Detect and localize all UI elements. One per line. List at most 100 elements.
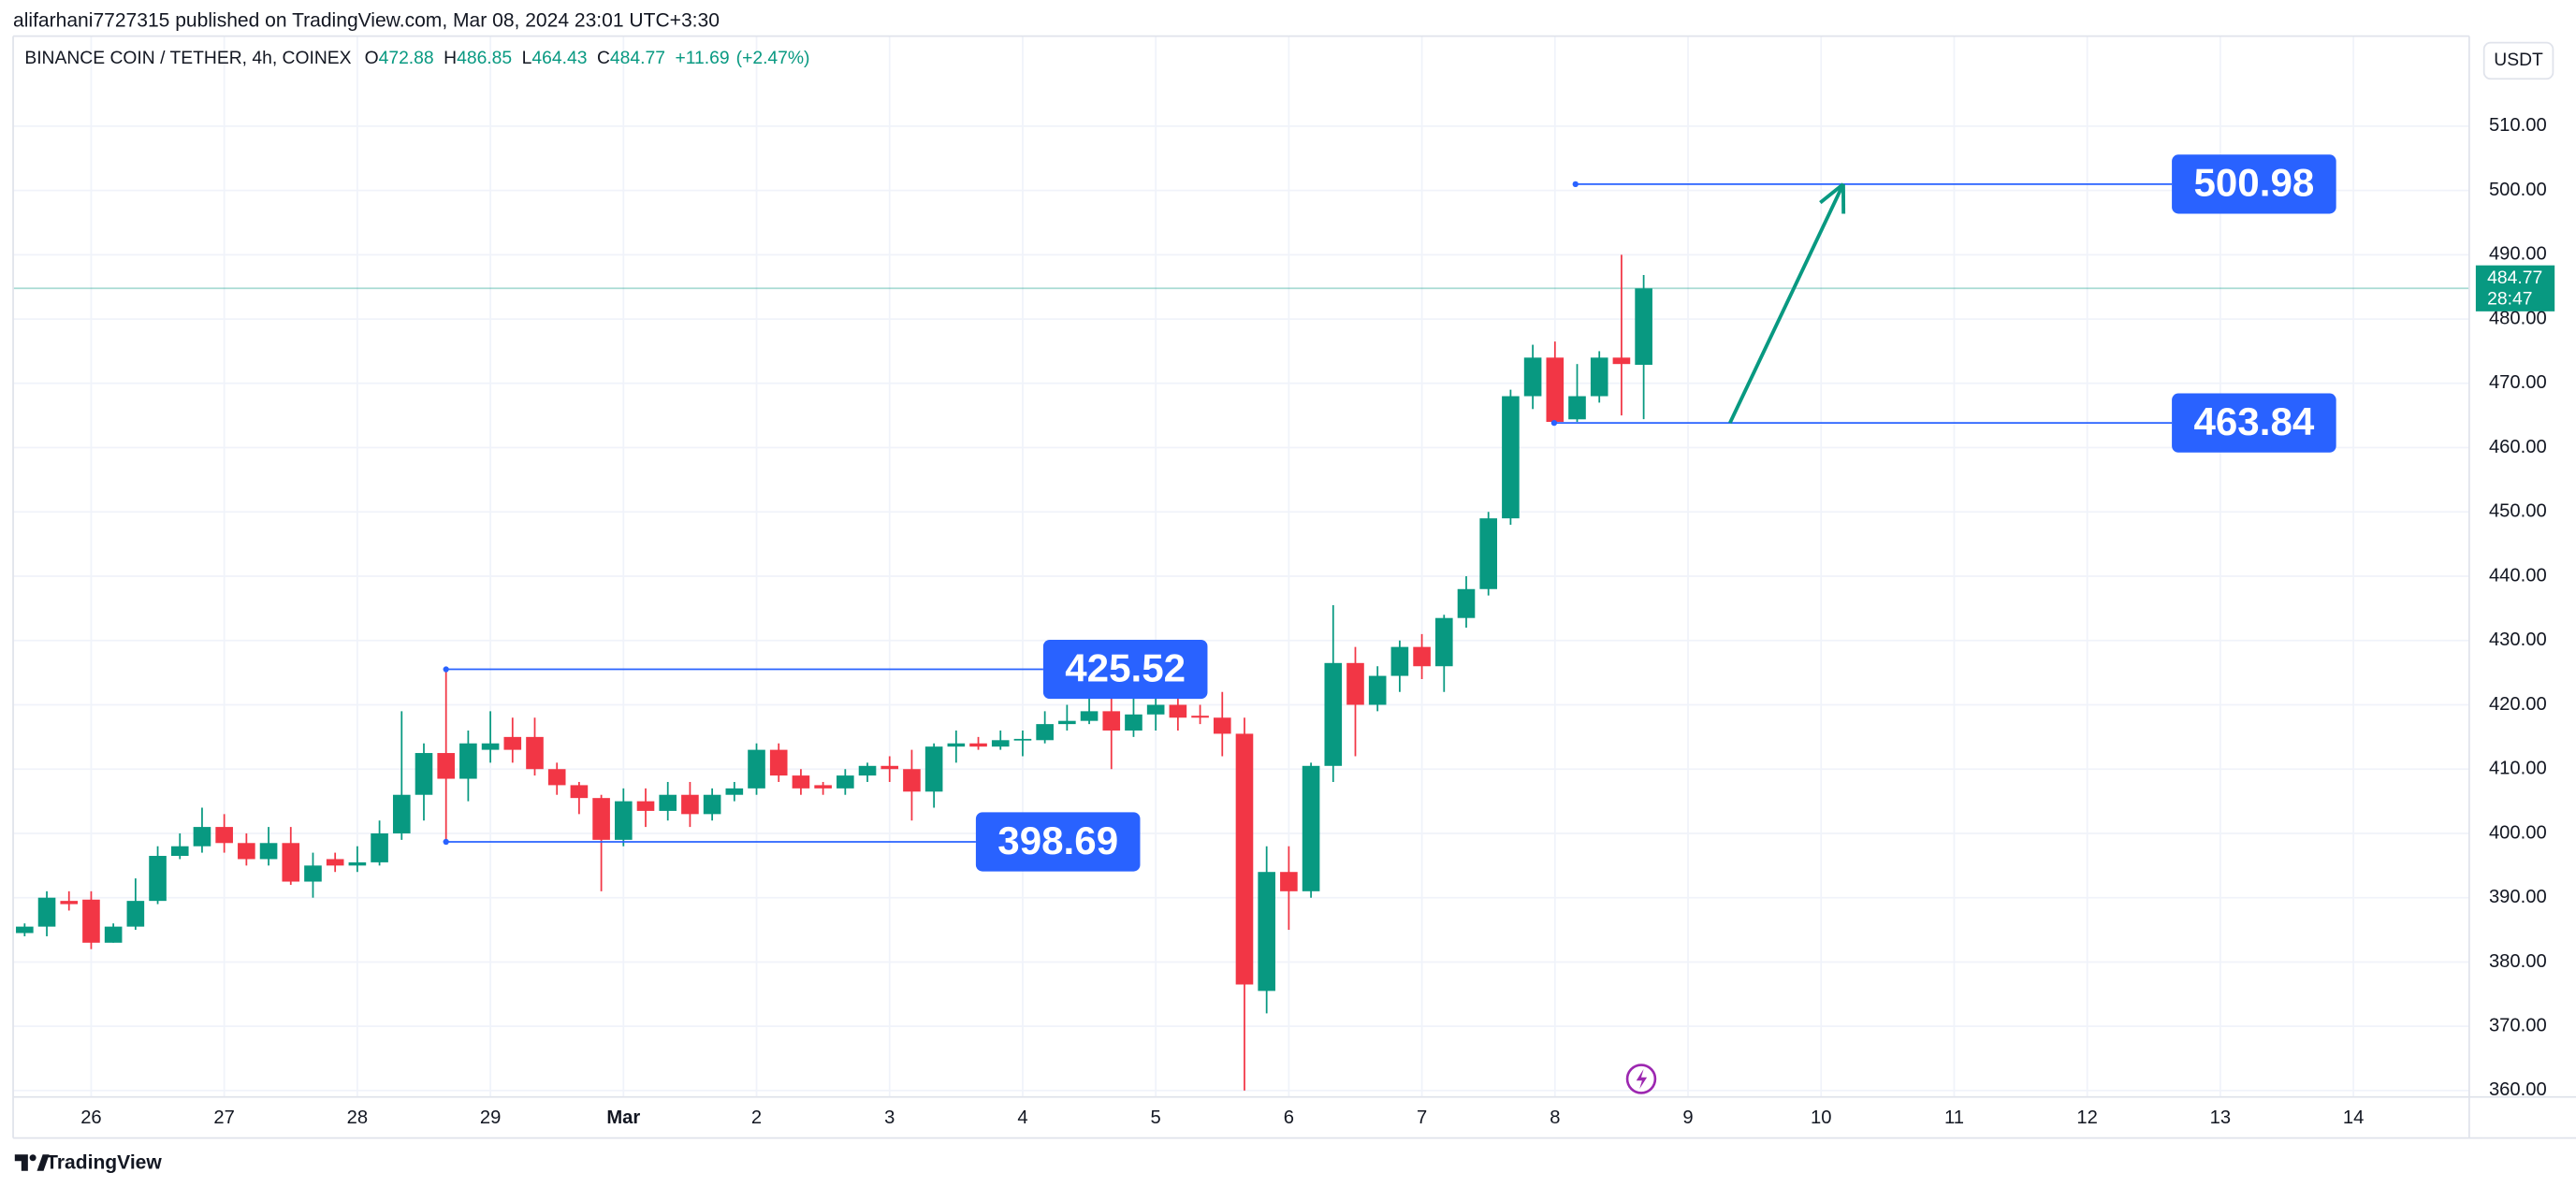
ohlc-label: L xyxy=(522,49,532,68)
candle-body xyxy=(193,827,211,847)
candle-body xyxy=(371,832,388,862)
candle-body xyxy=(1102,711,1121,731)
candle-body xyxy=(725,788,744,795)
candle-body xyxy=(1213,717,1231,734)
level-anchor xyxy=(1572,181,1579,188)
y-tick-label: 490.00 xyxy=(2489,244,2547,265)
brand-logo xyxy=(14,1154,50,1171)
candle-body xyxy=(592,798,610,840)
candle-body xyxy=(636,801,655,811)
candle-body xyxy=(969,743,987,747)
candle-body xyxy=(415,753,433,795)
candle-body xyxy=(1612,357,1631,365)
y-tick-label: 460.00 xyxy=(2489,437,2547,457)
level-anchor xyxy=(443,838,449,846)
candle-body xyxy=(16,926,34,934)
candle-body xyxy=(792,775,810,789)
level-box xyxy=(1042,639,1208,700)
y-tick-label: 510.00 xyxy=(2489,115,2547,136)
candle-body xyxy=(1546,357,1565,423)
candle-body xyxy=(37,897,56,927)
candle-body xyxy=(681,794,699,815)
candle-body xyxy=(1080,711,1099,721)
candle-body xyxy=(126,901,145,927)
y-tick-label: 400.00 xyxy=(2489,822,2547,843)
ohlc-value: 472.88 xyxy=(379,49,434,68)
y-tick-label: 360.00 xyxy=(2489,1079,2547,1100)
candle-body xyxy=(1258,872,1275,992)
y-tick-label: 410.00 xyxy=(2489,759,2547,779)
candle-body xyxy=(1058,720,1076,725)
candle-body xyxy=(769,749,788,776)
candle-body xyxy=(348,861,367,866)
candle-body xyxy=(238,843,255,860)
candle-body xyxy=(215,827,233,844)
x-tick-label: 3 xyxy=(884,1107,895,1128)
candle-body xyxy=(481,743,500,750)
y-tick-label: 450.00 xyxy=(2489,501,2547,522)
candle-body xyxy=(326,859,344,866)
x-tick-label: 8 xyxy=(1550,1107,1560,1128)
candle-body xyxy=(748,749,765,789)
countdown: 28:47 xyxy=(2487,290,2532,310)
candle-body xyxy=(1280,872,1298,891)
level-anchor xyxy=(443,666,449,673)
candle-body xyxy=(547,769,566,786)
candle-body xyxy=(82,899,100,943)
y-tick-label: 430.00 xyxy=(2489,630,2547,650)
candle-body xyxy=(459,743,477,779)
y-tick-label: 390.00 xyxy=(2489,887,2547,907)
candle-body xyxy=(570,785,589,799)
y-tick-label: 500.00 xyxy=(2489,180,2547,200)
candle-body xyxy=(1413,646,1431,667)
ohlc-label: C xyxy=(597,49,610,68)
y-tick-label: 480.00 xyxy=(2489,308,2547,328)
candle-body xyxy=(1479,518,1498,589)
candle-body xyxy=(880,765,899,770)
candle-body xyxy=(1013,738,1032,741)
brand: TradingView xyxy=(46,1151,162,1173)
y-tick-label: 380.00 xyxy=(2489,951,2547,972)
candle-body xyxy=(503,736,522,750)
candle-body xyxy=(1635,288,1652,366)
change-percent: (+2.47%) xyxy=(736,49,810,68)
candle-body xyxy=(1368,675,1387,705)
x-tick-label: 13 xyxy=(2210,1107,2231,1128)
x-tick-label: 27 xyxy=(213,1107,234,1128)
level-box xyxy=(2172,154,2336,214)
candle-body xyxy=(703,794,721,815)
x-tick-label: 4 xyxy=(1017,1107,1027,1128)
x-tick-label: 28 xyxy=(347,1107,368,1128)
x-tick-label: 2 xyxy=(751,1107,762,1128)
x-tick-label: Mar xyxy=(606,1107,640,1128)
last-price-label: 484.77 xyxy=(2487,268,2542,288)
candle-body xyxy=(924,746,943,792)
candle-body xyxy=(1125,714,1142,731)
candle-body xyxy=(392,794,411,833)
currency-box[interactable] xyxy=(2482,41,2554,80)
candle-body xyxy=(947,743,966,747)
candle-body xyxy=(1324,662,1343,766)
candle-body xyxy=(1434,617,1453,667)
event-icon-bolt xyxy=(1636,1068,1648,1090)
candle-body xyxy=(1523,357,1542,397)
y-tick-label: 440.00 xyxy=(2489,565,2547,586)
change: +11.69 xyxy=(675,49,729,68)
ohlc-value: 464.43 xyxy=(531,49,587,68)
x-tick-label: 6 xyxy=(1284,1107,1294,1128)
x-tick-label: 29 xyxy=(480,1107,501,1128)
candle-body xyxy=(1568,396,1586,420)
candle-body xyxy=(1302,765,1320,891)
x-tick-label: 14 xyxy=(2343,1107,2364,1128)
ohlc-label: H xyxy=(444,49,457,68)
candle-body xyxy=(526,736,544,770)
candle-body xyxy=(991,740,1010,747)
level-anchor xyxy=(1550,419,1558,427)
candle-body xyxy=(858,765,877,776)
candle-body xyxy=(837,775,854,789)
currency[interactable]: USDT xyxy=(2494,51,2543,70)
candle-body xyxy=(259,843,278,860)
level-label: 398.69 xyxy=(997,818,1118,862)
